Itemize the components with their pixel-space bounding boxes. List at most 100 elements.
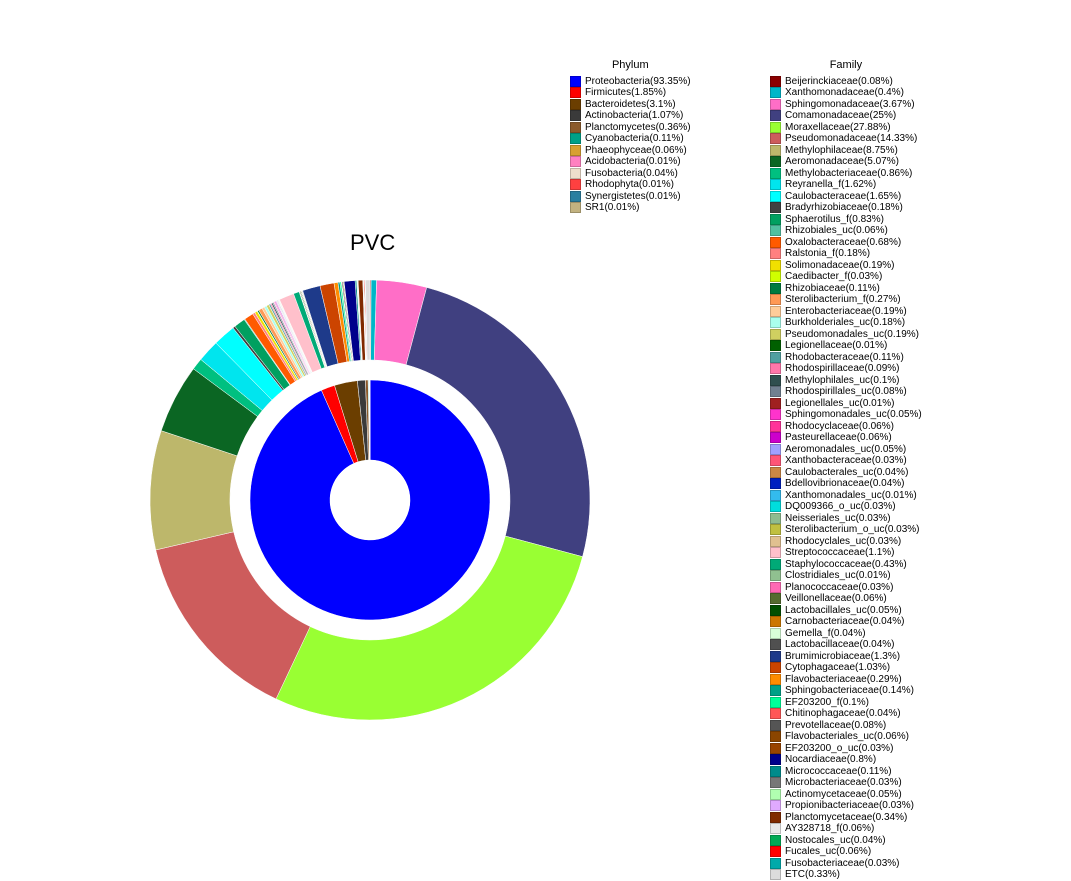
legend-swatch [770, 478, 781, 489]
family-legend-item: Caulobacteraceae(1.65%) [770, 191, 922, 203]
legend-label: Pasteurellaceae(0.06%) [785, 432, 892, 444]
legend-label: Synergistetes(0.01%) [585, 191, 681, 203]
legend-swatch [570, 145, 581, 156]
legend-phylum: Phylum Proteobacteria(93.35%)Firmicutes(… [570, 60, 691, 214]
legend-swatch [770, 145, 781, 156]
family-legend-item: Prevotellaceae(0.08%) [770, 720, 922, 732]
legend-swatch [770, 467, 781, 478]
family-legend-item: Legionellaceae(0.01%) [770, 340, 922, 352]
legend-swatch [770, 800, 781, 811]
family-legend-item: Sphingobacteriaceae(0.14%) [770, 685, 922, 697]
legend-swatch [770, 271, 781, 282]
legend-label: ETC(0.33%) [785, 869, 840, 881]
legend-label: Enterobacteriaceae(0.19%) [785, 306, 907, 318]
legend-family-header: Family [770, 60, 922, 72]
legend-label: Xanthobacteraceae(0.03%) [785, 455, 907, 467]
legend-label: Solimonadaceae(0.19%) [785, 260, 895, 272]
legend-swatch [770, 133, 781, 144]
legend-swatch [770, 294, 781, 305]
legend-label: Carnobacteriaceae(0.04%) [785, 616, 905, 628]
legend-label: DQ009366_o_uc(0.03%) [785, 501, 896, 513]
legend-label: Caedibacter_f(0.03%) [785, 271, 882, 283]
family-legend-item: Aeromonadaceae(5.07%) [770, 156, 922, 168]
legend-label: Nostocales_uc(0.04%) [785, 835, 886, 847]
family-legend-item: Solimonadaceae(0.19%) [770, 260, 922, 272]
legend-swatch [770, 398, 781, 409]
legend-label: Lactobacillaceae(0.04%) [785, 639, 895, 651]
family-legend-item: Rhodospirillaceae(0.09%) [770, 363, 922, 375]
legend-label: Flavobacteriaceae(0.29%) [785, 674, 902, 686]
legend-swatch [770, 225, 781, 236]
legend-label: Staphylococcaceae(0.43%) [785, 559, 907, 571]
legend-label: Veillonellaceae(0.06%) [785, 593, 887, 605]
family-legend-item: Pseudomonadales_uc(0.19%) [770, 329, 922, 341]
legend-label: Phaeophyceae(0.06%) [585, 145, 687, 157]
phylum-legend-item: Cyanobacteria(0.11%) [570, 133, 691, 145]
legend-label: AY328718_f(0.06%) [785, 823, 874, 835]
legend-label: Micrococcaceae(0.11%) [785, 766, 892, 778]
legend-label: Pseudomonadales_uc(0.19%) [785, 329, 919, 341]
family-legend-item: Rhodocyclaceae(0.06%) [770, 421, 922, 433]
family-legend-item: Oxalobacteraceae(0.68%) [770, 237, 922, 249]
family-legend-item: Reyranella_f(1.62%) [770, 179, 922, 191]
family-legend-item: Lactobacillales_uc(0.05%) [770, 605, 922, 617]
legend-label: Rhizobiaceae(0.11%) [785, 283, 880, 295]
legend-label: Rhodocyclales_uc(0.03%) [785, 536, 901, 548]
legend-label: Gemella_f(0.04%) [785, 628, 866, 640]
legend-label: Lactobacillales_uc(0.05%) [785, 605, 902, 617]
chart-title: PVC [350, 230, 395, 256]
legend-phylum-header: Phylum [570, 60, 691, 72]
family-legend-item: Sphingomonadales_uc(0.05%) [770, 409, 922, 421]
phylum-legend-item: SR1(0.01%) [570, 202, 691, 214]
legend-label: Caulobacteraceae(1.65%) [785, 191, 901, 203]
center-hole [330, 460, 410, 540]
legend-swatch [770, 754, 781, 765]
family-legend-item: Beijerinckiaceae(0.08%) [770, 76, 922, 88]
family-legend-item: Ralstonia_f(0.18%) [770, 248, 922, 260]
legend-swatch [770, 823, 781, 834]
legend-label: Methylophilaceae(8.75%) [785, 145, 898, 157]
family-legend-item: Methylophilaceae(8.75%) [770, 145, 922, 157]
legend-swatch [770, 628, 781, 639]
legend-swatch [570, 99, 581, 110]
legend-swatch [770, 444, 781, 455]
legend-swatch [770, 191, 781, 202]
legend-swatch [770, 156, 781, 167]
family-legend-item: Actinomycetaceae(0.05%) [770, 789, 922, 801]
phylum-legend-item: Proteobacteria(93.35%) [570, 76, 691, 88]
legend-swatch [770, 87, 781, 98]
legend-swatch [570, 76, 581, 87]
family-legend-item: Flavobacteriaceae(0.29%) [770, 674, 922, 686]
legend-swatch [770, 248, 781, 259]
legend-swatch [770, 720, 781, 731]
legend-swatch [770, 708, 781, 719]
legend-family: Family Beijerinckiaceae(0.08%)Xanthomona… [770, 60, 922, 881]
family-legend-item: Cytophagaceae(1.03%) [770, 662, 922, 674]
phylum-legend-item: Phaeophyceae(0.06%) [570, 145, 691, 157]
legend-label: Clostridiales_uc(0.01%) [785, 570, 891, 582]
legend-label: Prevotellaceae(0.08%) [785, 720, 886, 732]
legend-label: Xanthomonadaceae(0.4%) [785, 87, 904, 99]
legend-label: EF203200_o_uc(0.03%) [785, 743, 893, 755]
legend-label: EF203200_f(0.1%) [785, 697, 869, 709]
legend-swatch [770, 685, 781, 696]
family-legend-item: Microbacteriaceae(0.03%) [770, 777, 922, 789]
legend-swatch [570, 122, 581, 133]
legend-label: Moraxellaceae(27.88%) [785, 122, 891, 134]
family-legend-item: Xanthobacteraceae(0.03%) [770, 455, 922, 467]
legend-swatch [770, 421, 781, 432]
legend-label: Sphingomonadaceae(3.67%) [785, 99, 915, 111]
legend-swatch [770, 283, 781, 294]
legend-swatch [770, 662, 781, 673]
family-legend-item: Xanthomonadales_uc(0.01%) [770, 490, 922, 502]
legend-swatch [770, 743, 781, 754]
legend-swatch [770, 99, 781, 110]
family-legend-item: Brumimicrobiaceae(1.3%) [770, 651, 922, 663]
family-legend-item: Sphingomonadaceae(3.67%) [770, 99, 922, 111]
legend-swatch [770, 570, 781, 581]
legend-label: Bradyrhizobiaceae(0.18%) [785, 202, 903, 214]
legend-swatch [770, 260, 781, 271]
family-legend-item: Rhodospirillales_uc(0.08%) [770, 386, 922, 398]
legend-label: Brumimicrobiaceae(1.3%) [785, 651, 900, 663]
legend-swatch [770, 524, 781, 535]
